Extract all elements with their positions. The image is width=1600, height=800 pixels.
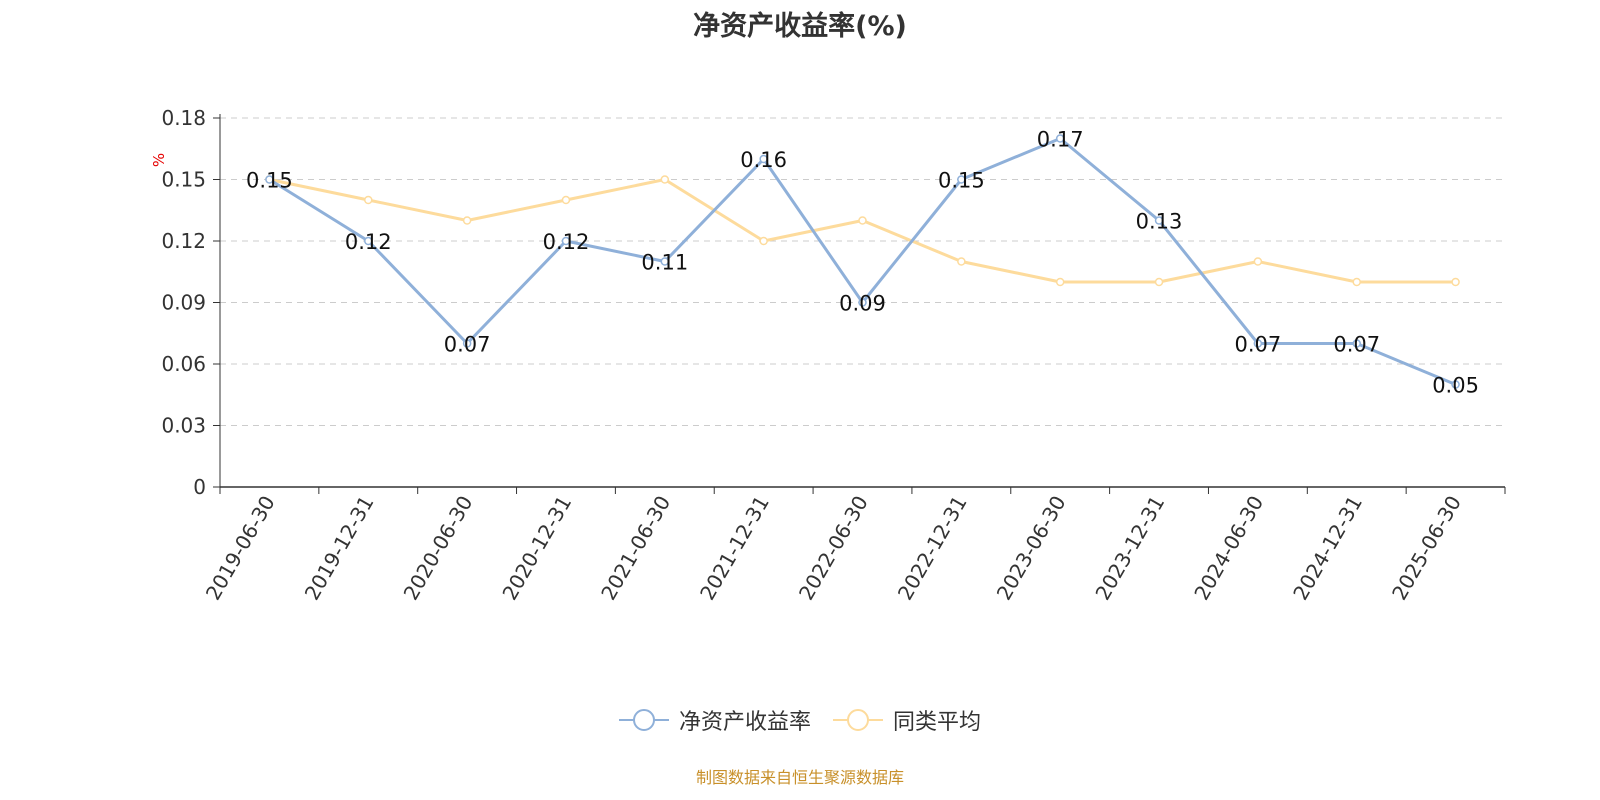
roe-point [1451, 380, 1460, 389]
roe-point [462, 339, 472, 348]
legend-roe-label: 净资产收益率 [678, 710, 811, 735]
legend-item-roe[interactable]: 净资产收益率 [618, 704, 811, 736]
y-tick-label: 0.18 [161, 106, 206, 130]
peer-avg-point [759, 236, 768, 246]
peer-avg-series-line [267, 178, 1458, 284]
roe-point [660, 257, 670, 266]
roe-point [1055, 134, 1065, 143]
roe-point [858, 298, 867, 307]
x-tick-label: 2021-12-31 [695, 492, 774, 605]
legend-peer-avg-icon [833, 709, 883, 731]
roe-data-label: 0.12 [543, 230, 590, 254]
x-tick-label: 2021-06-30 [596, 492, 675, 605]
roe-point [561, 236, 571, 246]
roe-data-label: 0.07 [1235, 333, 1282, 357]
x-tick-label: 2024-06-30 [1189, 492, 1268, 605]
legend: 净资产收益率 同类平均 [0, 704, 1600, 736]
peer-avg-point [1352, 277, 1361, 287]
source-note: 制图数据来自恒生聚源数据库 [695, 768, 904, 787]
x-tick-label: 2024-12-31 [1288, 492, 1367, 605]
axes: 0 0.03 0.06 0.09 0.12 0.15 0.18% 2019-06-30 2019… [150, 106, 1506, 605]
x-tick-label: 2022-06-30 [794, 492, 873, 605]
roe-point [1253, 339, 1263, 348]
y-tick-label: 0.15 [161, 168, 206, 192]
roe-data-label: 0.17 [1037, 128, 1084, 152]
chart-title: 净资产收益率(%) [693, 11, 907, 42]
peer-avg-point [364, 195, 373, 205]
roe-point [1352, 339, 1361, 348]
roe-data-label: 0.13 [1136, 210, 1183, 234]
peer-avg-point [462, 216, 472, 225]
roe-data-label: 0.05 [1432, 374, 1479, 398]
peer-avg-point [1253, 257, 1263, 266]
roe-data-label: 0.07 [1333, 333, 1380, 357]
peer-avg-point [858, 216, 867, 225]
data-labels: 0.15 0.12 0.07 0.12 0.11 0.16 0.09 0.15 0.17 0.13… [246, 128, 1479, 398]
legend-item-peer-avg[interactable]: 同类平均 [833, 704, 981, 736]
peer-avg-point [957, 257, 966, 266]
roe-point [265, 175, 274, 184]
y-axis-unit-label: % [150, 153, 168, 167]
roe-point [364, 236, 373, 246]
x-tick-label: 2020-12-31 [497, 492, 576, 605]
x-tick-label: 2019-06-30 [201, 492, 280, 605]
legend-peer-avg-label: 同类平均 [893, 710, 982, 735]
roe-point [759, 154, 768, 164]
y-tick-label: 0.06 [161, 352, 206, 376]
y-tick-label: 0.09 [161, 291, 206, 315]
series-lines [265, 134, 1460, 389]
roe-point [1154, 216, 1164, 225]
roe-data-label: 0.15 [246, 169, 293, 193]
x-tick-label: 2023-12-31 [1090, 492, 1169, 605]
x-tick-label: 2022-12-31 [893, 492, 972, 605]
roe-data-label: 0.07 [444, 333, 491, 357]
roe-data-label: 0.16 [740, 148, 787, 172]
roe-data-label: 0.12 [345, 230, 392, 254]
x-tick-label: 2023-06-30 [992, 492, 1071, 605]
peer-avg-point [660, 175, 670, 184]
line-chart: 0 0.03 0.06 0.09 0.12 0.15 0.18% 2019-06-30 2019… [150, 106, 1506, 605]
peer-avg-point [1055, 277, 1065, 287]
roe-data-label: 0.15 [938, 169, 985, 193]
peer-avg-point [561, 195, 571, 205]
roe-point [957, 175, 966, 184]
legend-roe-icon [618, 709, 669, 731]
roe-data-label: 0.11 [641, 251, 688, 275]
roe-data-label: 0.09 [839, 292, 886, 316]
x-tick-label: 2019-12-31 [300, 492, 379, 605]
peer-avg-point [1154, 277, 1164, 287]
peer-avg-point [1451, 277, 1460, 287]
x-tick-label: 2025-06-30 [1387, 492, 1466, 605]
y-tick-label: 0 [193, 475, 206, 499]
x-tick-label: 2020-06-30 [399, 491, 478, 604]
y-tick-label: 0.03 [161, 414, 206, 438]
y-tick-label: 0.12 [161, 229, 206, 253]
